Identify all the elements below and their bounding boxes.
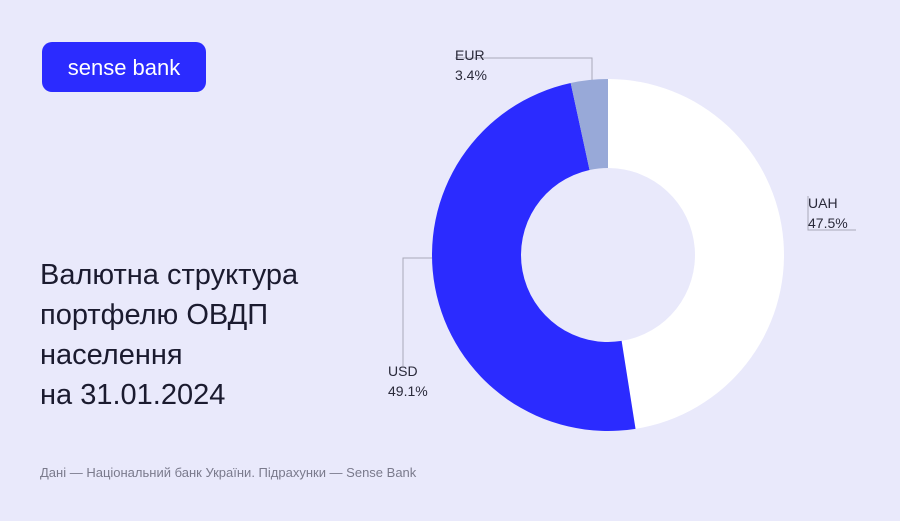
slice — [431, 83, 636, 432]
logo-text: sense bank — [68, 55, 182, 80]
slice — [570, 79, 608, 170]
title-line: населення — [40, 339, 183, 371]
source-note: Дані — Національний банк України. Підрах… — [40, 465, 417, 480]
title-line: портфелю ОВДП — [40, 299, 268, 331]
slice-label: EUR — [455, 47, 485, 63]
leader-line — [807, 196, 856, 231]
slice — [608, 79, 785, 429]
slice-label: USD — [388, 363, 418, 379]
value-label: 49.1% — [388, 383, 428, 399]
value-label: 47.5% — [808, 215, 848, 231]
title-line: на 31.01.2024 — [40, 379, 225, 411]
slice-label: UAH — [808, 195, 838, 211]
leader-line — [402, 257, 433, 366]
leader-line — [455, 57, 593, 82]
logo-badge — [42, 42, 206, 92]
value-label: 3.4% — [455, 67, 487, 83]
title-line: Валютна структура — [40, 259, 299, 291]
